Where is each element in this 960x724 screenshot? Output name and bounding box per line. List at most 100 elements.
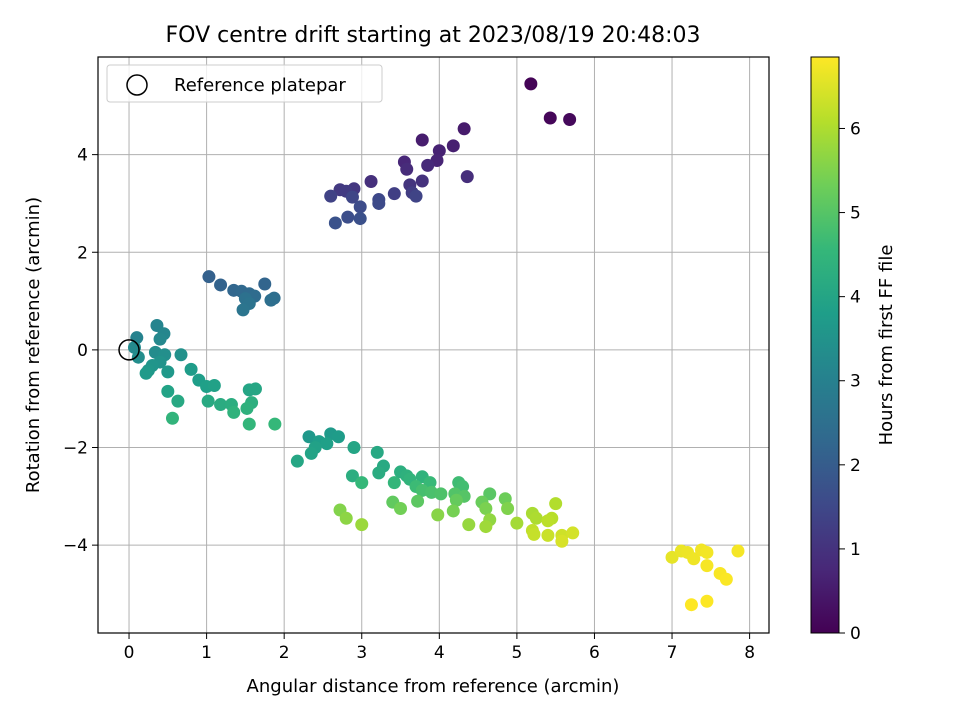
data-point bbox=[479, 520, 493, 534]
x-tick-label: 7 bbox=[667, 643, 678, 663]
reference-marker bbox=[118, 339, 140, 361]
colorbar-tick-label: 0 bbox=[850, 624, 861, 644]
data-point bbox=[242, 417, 256, 431]
data-point bbox=[347, 441, 361, 455]
legend-box bbox=[106, 64, 383, 103]
data-point bbox=[411, 494, 425, 508]
data-point bbox=[563, 112, 577, 126]
data-point bbox=[161, 365, 175, 379]
data-point bbox=[479, 502, 493, 516]
data-point bbox=[524, 77, 538, 91]
x-tick-label: 0 bbox=[124, 643, 135, 663]
data-points bbox=[127, 77, 745, 612]
data-point bbox=[324, 189, 338, 203]
y-tick-label: −4 bbox=[63, 536, 88, 556]
data-point bbox=[353, 212, 367, 226]
data-point bbox=[415, 133, 429, 147]
data-point bbox=[421, 158, 435, 172]
data-point bbox=[431, 508, 445, 522]
data-point bbox=[543, 111, 557, 125]
data-point bbox=[731, 544, 745, 558]
x-tick-label: 3 bbox=[356, 643, 367, 663]
data-point bbox=[415, 174, 429, 188]
data-point bbox=[529, 511, 543, 525]
y-tick-label: 4 bbox=[77, 146, 88, 166]
data-point bbox=[345, 469, 359, 483]
data-point bbox=[320, 437, 334, 451]
data-point bbox=[462, 518, 476, 532]
data-point bbox=[527, 527, 541, 541]
data-point bbox=[331, 430, 345, 444]
data-point bbox=[171, 394, 185, 408]
data-point bbox=[165, 411, 179, 425]
y-tick-label: 0 bbox=[77, 341, 88, 361]
data-point bbox=[339, 511, 353, 525]
data-point bbox=[483, 487, 497, 501]
data-point bbox=[449, 493, 463, 507]
colorbar-ticks: 0 1 2 3 4 5 6 bbox=[839, 119, 861, 644]
data-point bbox=[355, 476, 369, 490]
y-tick-label: 2 bbox=[77, 243, 88, 263]
data-point bbox=[202, 270, 216, 284]
colorbar-tick-label: 5 bbox=[850, 204, 861, 224]
data-point bbox=[201, 394, 215, 408]
data-point bbox=[700, 559, 714, 573]
data-point bbox=[304, 446, 318, 460]
y-tick-label: −2 bbox=[63, 439, 88, 459]
data-point bbox=[355, 518, 369, 532]
chart-title: FOV centre drift starting at 2023/08/19 … bbox=[166, 23, 701, 48]
data-point bbox=[131, 350, 145, 364]
data-point bbox=[153, 332, 167, 346]
data-point bbox=[687, 552, 701, 566]
x-axis-ticks: 0 1 2 3 4 5 6 7 8 bbox=[124, 633, 755, 663]
data-point bbox=[372, 466, 386, 480]
data-point bbox=[353, 200, 367, 214]
data-point bbox=[555, 534, 569, 548]
data-point bbox=[446, 504, 460, 518]
x-tick-label: 5 bbox=[511, 643, 522, 663]
data-point bbox=[700, 545, 714, 559]
x-tick-label: 6 bbox=[589, 643, 600, 663]
data-point bbox=[370, 445, 384, 459]
x-tick-label: 1 bbox=[201, 643, 212, 663]
data-point bbox=[566, 526, 580, 540]
data-point bbox=[345, 190, 359, 204]
data-point bbox=[387, 187, 401, 201]
legend: Reference platepar bbox=[106, 64, 383, 103]
data-point bbox=[174, 348, 188, 362]
data-point bbox=[227, 405, 241, 419]
data-point bbox=[409, 189, 423, 203]
data-point bbox=[434, 487, 448, 501]
data-point bbox=[364, 174, 378, 188]
colorbar-tick-label: 3 bbox=[850, 372, 861, 392]
colorbar-tick-label: 2 bbox=[850, 456, 861, 476]
data-point bbox=[432, 144, 446, 158]
data-point bbox=[268, 417, 282, 431]
data-point bbox=[236, 303, 250, 317]
data-point bbox=[719, 572, 733, 586]
colorbar-label: Hours from first FF file bbox=[876, 245, 897, 446]
data-point bbox=[510, 516, 524, 530]
data-point bbox=[302, 430, 316, 444]
data-point bbox=[341, 210, 355, 224]
data-point bbox=[264, 293, 278, 307]
colorbar: 0 1 2 3 4 5 6 Hours from first FF file bbox=[810, 56, 897, 644]
data-point bbox=[541, 514, 555, 528]
data-point bbox=[501, 502, 515, 516]
colorbar-tick-label: 4 bbox=[850, 288, 861, 308]
data-point bbox=[372, 196, 386, 210]
data-point bbox=[290, 454, 304, 468]
colorbar-tick-label: 1 bbox=[850, 540, 861, 560]
data-point bbox=[400, 162, 414, 176]
data-point bbox=[700, 594, 714, 608]
legend-label: Reference platepar bbox=[174, 75, 346, 96]
data-point bbox=[328, 216, 342, 230]
data-point bbox=[460, 170, 474, 184]
data-point bbox=[240, 401, 254, 415]
data-point bbox=[184, 362, 198, 376]
data-point bbox=[446, 139, 460, 153]
data-point bbox=[457, 122, 471, 136]
x-axis-label: Angular distance from reference (arcmin) bbox=[247, 676, 620, 697]
plot-frame bbox=[97, 56, 770, 634]
